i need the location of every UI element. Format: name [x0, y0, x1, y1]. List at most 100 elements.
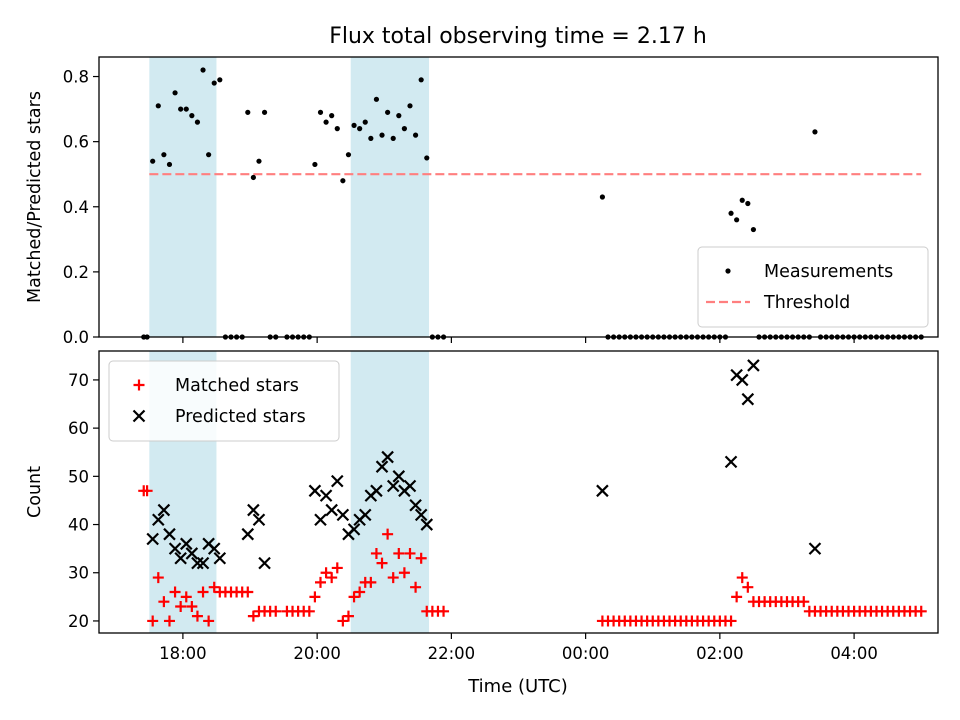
- legend-marker: [725, 268, 731, 274]
- matched-point: [203, 615, 215, 627]
- predicted-point: [596, 484, 609, 498]
- matched-point: [331, 562, 343, 574]
- matched-point: [191, 610, 203, 622]
- matched-point: [393, 547, 405, 559]
- bottom-panel: 20 30 40 50 60 70 18:00 20:00 22:00 00:00 02:00 04:…: [25, 350, 939, 663]
- predicted-point: [247, 503, 260, 517]
- matched-point: [186, 600, 198, 612]
- matched-point: [382, 528, 394, 540]
- predicted-point: [146, 532, 159, 546]
- predicted-point: [735, 373, 749, 387]
- y-tick-label: 50: [68, 467, 89, 486]
- measurement-point: [155, 103, 161, 109]
- matched-point: [354, 586, 366, 598]
- matched-point: [915, 605, 927, 617]
- top-panel: 0.0 0.2 0.4 0.6 0.8 Matched/Predicted stars Me…: [25, 56, 939, 347]
- shaded-interval: [350, 351, 430, 633]
- measurement-point: [390, 135, 396, 141]
- matched-point: [370, 547, 382, 559]
- predicted-point: [252, 513, 266, 526]
- matched-point: [337, 615, 349, 627]
- legend-box: [697, 246, 929, 328]
- matched-point: [736, 572, 748, 584]
- predicted-point: [747, 359, 760, 372]
- predicted-point: [808, 542, 822, 555]
- measurement-point: [812, 129, 818, 135]
- series-matched-stars: [138, 485, 927, 627]
- predicted-point: [152, 513, 165, 526]
- predicted-point: [196, 556, 210, 570]
- predicted-point: [403, 479, 417, 493]
- measurement-point: [211, 80, 217, 86]
- predicted-point: [163, 527, 176, 541]
- legend-label: Predicted stars: [175, 407, 306, 427]
- shaded-interval: [350, 57, 430, 337]
- matched-point: [365, 576, 377, 588]
- measurement-point: [745, 200, 751, 207]
- measurement-point: [728, 210, 734, 216]
- measurement-point: [424, 155, 430, 161]
- chart-title: Flux total observing time = 2.17 h: [329, 24, 707, 49]
- legend-box: [108, 360, 340, 442]
- measurement-point: [373, 96, 380, 102]
- predicted-point: [191, 556, 204, 570]
- predicted-point: [409, 498, 422, 512]
- matched-point: [742, 581, 754, 593]
- predicted-point: [392, 470, 406, 483]
- predicted-point: [258, 556, 271, 570]
- x-tick-label: 04:00: [830, 644, 878, 663]
- matched-point: [438, 605, 450, 617]
- predicted-point: [375, 460, 389, 473]
- measurement-point: [194, 119, 201, 125]
- predicted-point: [724, 455, 738, 469]
- measurement-point: [351, 122, 357, 128]
- predicted-point: [358, 508, 372, 522]
- measurement-point: [357, 126, 363, 132]
- matched-point: [404, 547, 416, 559]
- measurement-point: [734, 217, 740, 223]
- plot-frame: [98, 56, 939, 338]
- legend-label: Measurements: [764, 262, 893, 282]
- matched-point: [314, 576, 326, 588]
- y-tick-label: 20: [68, 612, 89, 631]
- matched-point: [415, 552, 427, 564]
- measurement-point: [362, 119, 368, 125]
- predicted-point: [168, 542, 182, 555]
- matched-point: [731, 591, 743, 603]
- matched-point: [309, 591, 321, 603]
- y-tick-label: 30: [68, 564, 89, 583]
- matched-point: [175, 600, 187, 612]
- matched-point: [147, 615, 159, 627]
- x-tick-label: 02:00: [696, 644, 744, 663]
- measurement-point: [412, 132, 419, 138]
- predicted-point: [370, 484, 383, 498]
- measurement-point: [407, 103, 413, 109]
- measurement-point: [200, 67, 206, 73]
- y-tick-label: 0.8: [63, 68, 89, 87]
- legend: Measurements Threshold: [697, 246, 929, 328]
- measurement-point: [368, 135, 374, 141]
- matched-point: [270, 605, 282, 617]
- x-tick-label: 00:00: [562, 644, 610, 663]
- y-tick-label: 0.4: [63, 198, 89, 217]
- predicted-point: [213, 552, 227, 565]
- predicted-point: [386, 479, 400, 493]
- measurement-point: [396, 113, 402, 119]
- predicted-point: [741, 392, 755, 406]
- matched-point: [141, 485, 153, 497]
- measurement-point: [317, 109, 324, 115]
- plot-frame: [98, 350, 939, 634]
- measurement-point: [329, 113, 335, 119]
- matched-point: [376, 557, 388, 569]
- y-tick-label: 0.2: [63, 263, 89, 282]
- matched-point: [247, 610, 259, 622]
- predicted-point: [157, 503, 171, 517]
- x-axis-label: Time (UTC): [467, 676, 568, 697]
- predicted-point: [179, 537, 193, 551]
- x-tick-label: 18:00: [159, 644, 207, 663]
- measurement-point: [245, 109, 251, 115]
- measurement-point: [172, 90, 178, 96]
- measurement-point: [345, 152, 352, 158]
- measurement-point: [183, 106, 189, 112]
